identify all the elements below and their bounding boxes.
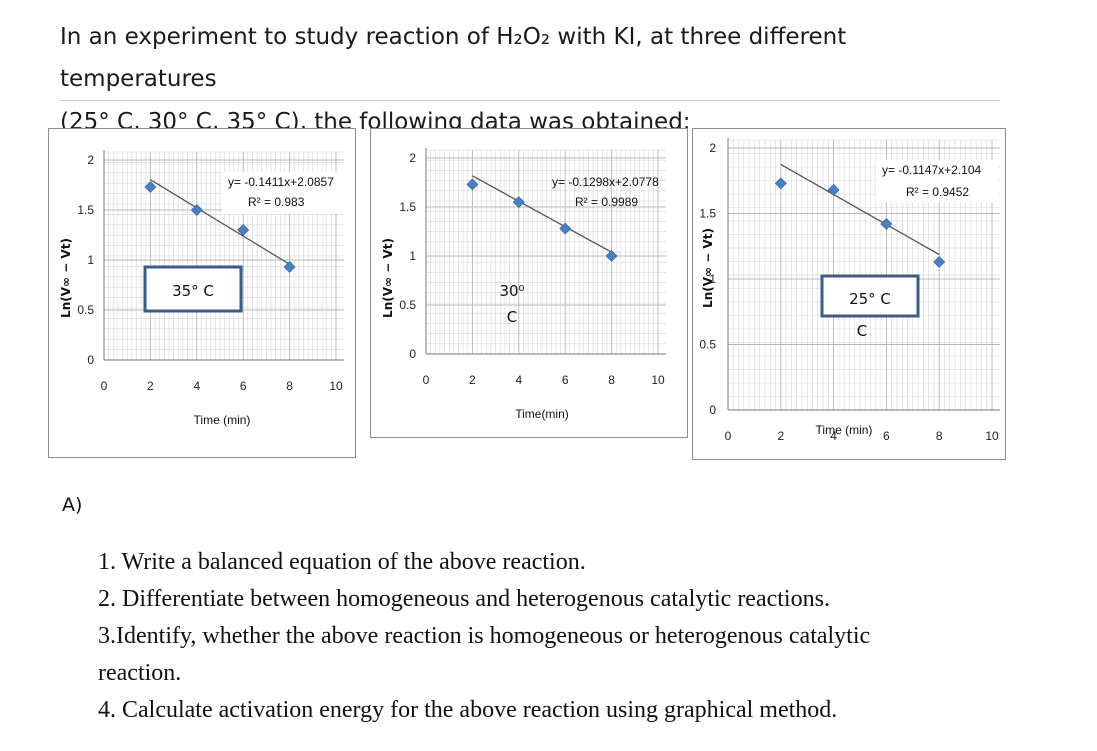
chart-35c-svg: 0 2 4 6 8 10 0 0.5 1 1.5 2 Time (min) Ln(V∞ − Vt) y= … — [48, 128, 356, 458]
intro-text: In an experiment to study reaction of H₂… — [60, 16, 1060, 143]
y-tick-label: 0 — [87, 353, 94, 367]
equation-bg — [222, 172, 344, 214]
y-tick-label: 0.5 — [399, 298, 416, 312]
x-tick-label: 8 — [936, 429, 943, 443]
data-point — [774, 177, 787, 190]
y-tick-label: 1 — [87, 253, 94, 267]
data-point — [827, 183, 840, 196]
temperature-box — [143, 265, 243, 313]
x-tick-label: 0 — [725, 429, 732, 443]
y-axis-label: Ln(V∞ − Vt) — [381, 238, 395, 318]
intro-line-1: In an experiment to study reaction of H₂… — [60, 16, 1000, 101]
trendline-equation: y= -0.1298x+2.0778 — [552, 175, 659, 189]
y-tick-label: 0 — [409, 347, 416, 361]
x-axis-label: Time(min) — [515, 407, 569, 421]
y-axis-label: Ln(V∞ − Vt) — [59, 238, 73, 318]
chart-35c: 0 2 4 6 8 10 0 0.5 1 1.5 2 Time (min) Ln(V∞ − Vt) y= … — [48, 128, 356, 458]
y-tick-label: 1 — [409, 249, 416, 263]
x-tick-label: 2 — [147, 379, 154, 393]
question-2: 2. Differentiate between homogeneous and… — [98, 586, 830, 612]
data-point — [605, 250, 618, 262]
x-tick-label: 6 — [883, 429, 890, 443]
question-4: 4. Calculate activation energy for the a… — [98, 697, 838, 723]
temperature-box — [820, 274, 920, 318]
r-squared: R² = 0.9989 — [575, 195, 638, 209]
major-grid — [425, 150, 666, 355]
x-tick-label: 0 — [101, 379, 108, 393]
data-point — [190, 204, 203, 216]
data-point — [283, 261, 296, 273]
data-point — [559, 222, 572, 235]
temperature-label-unit: C — [507, 308, 517, 326]
chart-25c: 0 2 4 6 8 10 0 0.5 1 1.5 2 Time (min) Ln(V∞ − Vt) y= … — [692, 128, 1006, 460]
question-1: 1. Write a balanced equation of the abov… — [98, 549, 586, 575]
x-tick-label: 2 — [777, 429, 784, 443]
temperature-label: 25° C — [849, 290, 891, 308]
data-point — [237, 224, 250, 236]
x-tick-label: 4 — [830, 429, 837, 443]
chart-25c-svg: 0 2 4 6 8 10 0 0.5 1 1.5 2 Time (min) Ln(V∞ − Vt) y= … — [692, 128, 1006, 460]
y-tick-label: 1 — [709, 272, 716, 286]
y-tick-label: 0.5 — [699, 338, 716, 352]
chart-30c: 0 2 4 6 8 10 0 0.5 1 1.5 2 Time(min) Ln(V∞ − Vt) y= -… — [370, 128, 688, 438]
x-tick-label: 8 — [608, 373, 615, 387]
temperature-label: 30⁰ — [499, 282, 524, 300]
x-tick-label: 6 — [240, 379, 247, 393]
chart-30c-svg: 0 2 4 6 8 10 0 0.5 1 1.5 2 Time(min) Ln(V∞ − Vt) y= -… — [370, 128, 688, 438]
x-tick-label: 8 — [286, 379, 293, 393]
r-squared: R² = 0.9452 — [906, 185, 969, 199]
trend-line — [472, 175, 612, 253]
question-3-cont: reaction. — [98, 660, 182, 686]
data-point — [880, 218, 893, 230]
x-tick-label: 10 — [329, 379, 343, 393]
y-tick-label: 2 — [409, 151, 416, 165]
y-tick-label: 1.5 — [699, 207, 716, 221]
x-tick-label: 0 — [423, 373, 430, 387]
x-axis-label: Time (min) — [816, 423, 873, 437]
r-squared: R² = 0.983 — [248, 195, 305, 209]
y-axis-label: Ln(V∞ − Vt) — [701, 228, 715, 308]
data-point — [933, 256, 946, 268]
x-tick-label: 10 — [651, 373, 665, 387]
option-label: A) — [62, 494, 83, 516]
y-tick-label: 2 — [87, 153, 94, 167]
y-tick-label: 2 — [709, 141, 716, 155]
trendline-equation: y= -0.1147x+2.104 — [882, 163, 982, 177]
x-tick-label: 4 — [515, 373, 522, 387]
y-tick-label: 0 — [709, 403, 716, 417]
data-point — [144, 181, 157, 193]
trendline-equation: y= -0.1411x+2.0857 — [228, 175, 334, 189]
x-tick-label: 2 — [469, 373, 476, 387]
trend-line — [780, 163, 940, 256]
equation-bg — [876, 160, 998, 202]
x-tick-label: 6 — [562, 373, 569, 387]
x-tick-label: 10 — [985, 429, 999, 443]
x-axis-label: Time (min) — [194, 413, 251, 427]
data-point — [512, 196, 525, 209]
temperature-label: 35° C — [172, 282, 214, 300]
grid — [425, 149, 666, 355]
y-tick-label: 0.5 — [77, 303, 94, 317]
questions-list: 1. Write a balanced equation of the abov… — [98, 544, 1058, 729]
x-tick-label: 4 — [193, 379, 200, 393]
temperature-label-unit: C — [857, 322, 867, 340]
y-tick-label: 1.5 — [77, 203, 94, 217]
trend-line — [150, 179, 290, 265]
y-tick-label: 1.5 — [399, 200, 416, 214]
question-3: 3.Identify, whether the above reaction i… — [98, 623, 871, 649]
data-point — [466, 178, 479, 191]
